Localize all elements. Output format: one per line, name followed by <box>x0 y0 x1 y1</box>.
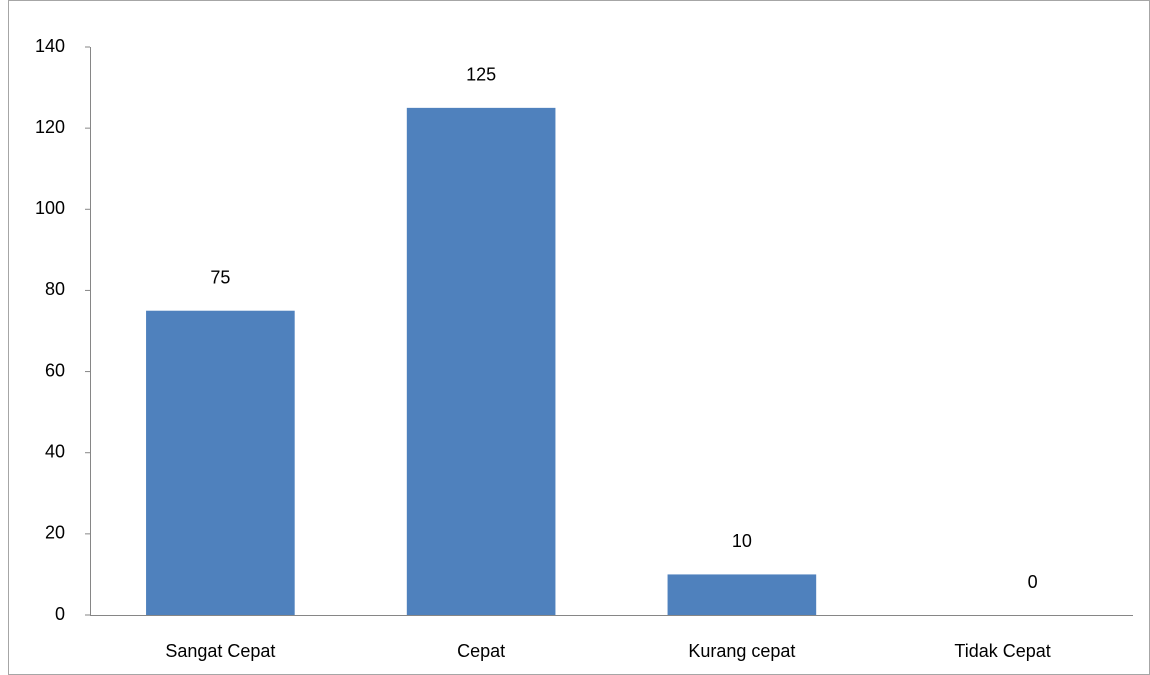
y-tick-label: 80 <box>45 279 65 299</box>
y-tick-label: 0 <box>55 604 65 624</box>
y-tick-label: 140 <box>35 36 65 56</box>
y-tick-label: 20 <box>45 523 65 543</box>
y-tick-label: 100 <box>35 198 65 218</box>
data-label: 10 <box>732 531 752 551</box>
y-tick-label: 40 <box>45 441 65 461</box>
bar <box>406 107 556 615</box>
x-tick-label: Tidak Cepat <box>954 641 1050 661</box>
bar <box>667 574 817 615</box>
data-label: 0 <box>1028 572 1038 592</box>
x-tick-label: Kurang cepat <box>688 641 795 661</box>
y-tick-label: 120 <box>35 117 65 137</box>
data-label: 125 <box>466 65 496 85</box>
data-label: 75 <box>210 267 230 287</box>
bar <box>146 310 295 615</box>
x-tick-label: Sangat Cepat <box>165 641 275 661</box>
x-tick-label: Cepat <box>457 641 505 661</box>
y-tick-label: 60 <box>45 360 65 380</box>
